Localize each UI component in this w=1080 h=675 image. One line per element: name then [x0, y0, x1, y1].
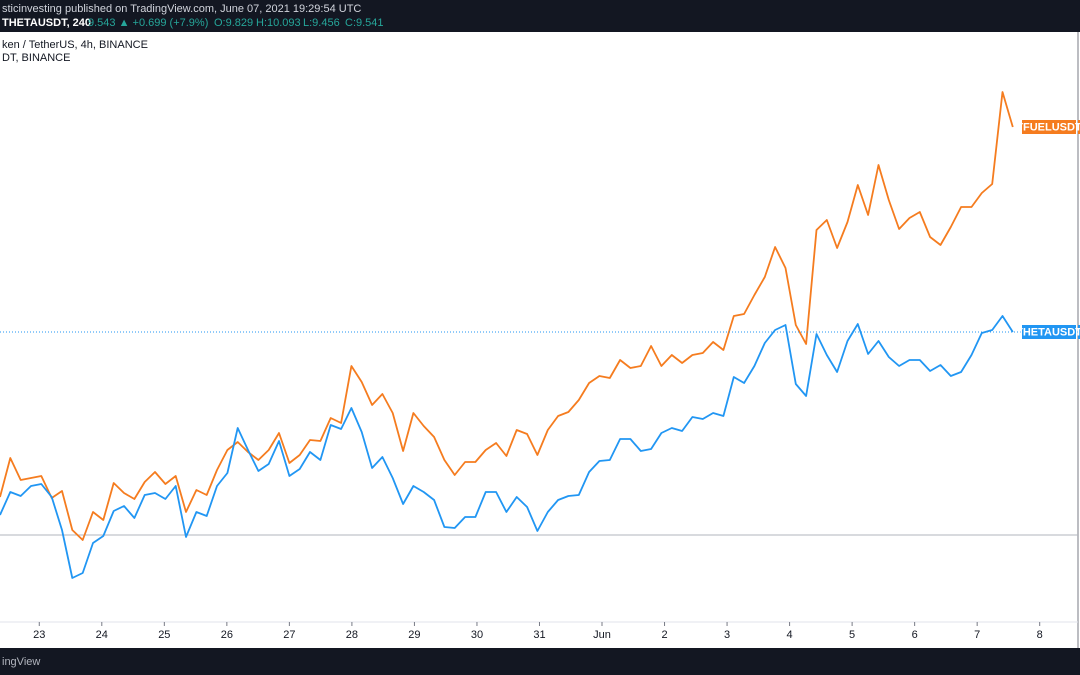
x-tick-label: 5: [849, 629, 855, 641]
series-line: [0, 315, 1014, 579]
x-tick-label: 26: [221, 629, 233, 641]
footer-brand: ingView: [2, 656, 40, 668]
x-tick-label: 6: [912, 629, 918, 641]
price-scale-marker: [1078, 120, 1080, 134]
x-tick-label: 25: [158, 629, 170, 641]
legend-line: ken / TetherUS, 4h, BINANCE: [2, 39, 148, 51]
x-tick-label: 31: [533, 629, 545, 641]
series-label-box: [1022, 325, 1076, 339]
x-tick-label: 7: [974, 629, 980, 641]
footer-bar: [0, 648, 1080, 675]
series-line: [0, 91, 1014, 541]
ohlc-close: C:9.541: [345, 17, 384, 29]
x-tick-label: 8: [1037, 629, 1043, 641]
series-label-box: [1022, 120, 1076, 134]
x-tick-label: 23: [33, 629, 45, 641]
series-label: TFUELUSDT: [1016, 121, 1080, 133]
x-tick-label: 28: [346, 629, 358, 641]
ohlc-high: H:10.093: [256, 17, 301, 29]
x-tick-label: 30: [471, 629, 483, 641]
symbol: THETAUSDT, 240: [2, 17, 91, 29]
x-tick-label: 2: [661, 629, 667, 641]
header-bar: [0, 0, 1080, 32]
last-price: 9.543 ▲ +0.699 (+7.9%): [88, 17, 208, 29]
x-tick-label: 4: [787, 629, 793, 641]
series-label: THETAUSDT: [1016, 326, 1080, 338]
ohlc-open: O:9.829: [214, 17, 253, 29]
x-tick-label: 24: [96, 629, 108, 641]
publisher: sticinvesting published on TradingView.c…: [2, 3, 361, 15]
x-tick-label: Jun: [593, 629, 611, 641]
x-tick-label: 27: [283, 629, 295, 641]
legend-line: DT, BINANCE: [2, 52, 70, 64]
price-scale-marker: [1078, 325, 1080, 339]
x-tick-label: 29: [408, 629, 420, 641]
ohlc-low: L:9.456: [303, 17, 340, 29]
x-tick-label: 3: [724, 629, 730, 641]
